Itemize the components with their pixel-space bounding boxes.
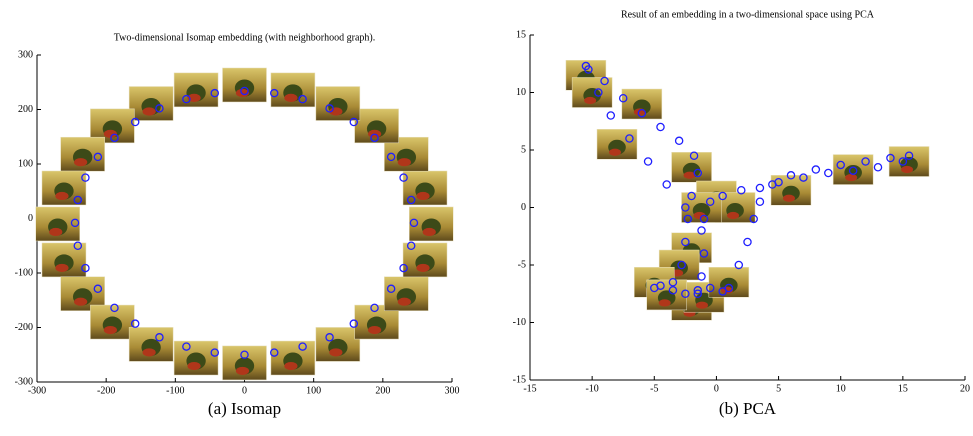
- point: [756, 198, 763, 205]
- thumbnail: [42, 171, 86, 205]
- teapot-highlight: [74, 298, 87, 306]
- thumbnail: [129, 327, 173, 361]
- thumbnail: [316, 327, 360, 361]
- thumbnail: [316, 87, 360, 121]
- thumbnail: [129, 87, 173, 121]
- y-tick-label: 100: [18, 158, 33, 169]
- x-tick-label: 15: [898, 383, 908, 394]
- teapot-highlight: [329, 348, 342, 356]
- thumbnail: [223, 68, 267, 102]
- teapot-highlight: [284, 362, 297, 370]
- teapot-highlight: [104, 326, 117, 334]
- x-tick-label: -5: [650, 383, 658, 394]
- teapot-highlight: [609, 149, 621, 156]
- point: [663, 181, 670, 188]
- teapot-highlight: [423, 228, 436, 236]
- thumbnail: [403, 171, 447, 205]
- y-tick-label: -15: [513, 374, 526, 385]
- point: [644, 158, 651, 165]
- x-tick-label: 5: [776, 383, 781, 394]
- teapot-highlight: [727, 212, 739, 219]
- thumbnail: [174, 341, 218, 375]
- thumbnail: [622, 89, 662, 119]
- thumbnail: [403, 243, 447, 277]
- teapot-highlight: [55, 192, 68, 200]
- teapot-highlight: [74, 158, 87, 166]
- x-tick-label: 100: [306, 385, 321, 396]
- chart-title: Result of an embedding in a two-dimensio…: [621, 9, 875, 20]
- point: [744, 238, 751, 245]
- teapot-highlight: [187, 362, 200, 370]
- thumbnail: [271, 73, 315, 107]
- teapot-highlight: [659, 299, 671, 306]
- point: [874, 164, 881, 171]
- thumbnail: [771, 175, 811, 205]
- y-tick-label: 15: [516, 29, 526, 40]
- y-tick-label: 200: [18, 104, 33, 115]
- point: [607, 112, 614, 119]
- teapot-highlight: [416, 264, 429, 272]
- thumbnail: [61, 137, 105, 171]
- teapot-highlight: [416, 192, 429, 200]
- y-tick-label: -200: [15, 322, 33, 333]
- y-tick-label: 5: [521, 144, 526, 155]
- y-tick-label: -100: [15, 267, 33, 278]
- thumbnail: [174, 73, 218, 107]
- thumbnail: [271, 341, 315, 375]
- thumbnail: [597, 129, 637, 159]
- x-tick-label: 200: [375, 385, 390, 396]
- teapot-highlight: [55, 264, 68, 272]
- thumbnail: [384, 277, 428, 311]
- teapot-highlight: [143, 107, 156, 115]
- caption: (a) Isomap: [208, 399, 281, 418]
- teapot-highlight: [368, 326, 381, 334]
- thumbnail: [672, 152, 712, 182]
- y-tick-label: 0: [28, 213, 33, 224]
- teapot-highlight: [236, 367, 249, 375]
- teapot-highlight: [901, 166, 913, 173]
- y-tick-label: -10: [513, 317, 526, 328]
- teapot-highlight: [783, 195, 795, 202]
- teapot-highlight: [584, 97, 596, 104]
- y-tick-label: 300: [18, 49, 33, 60]
- y-tick-label: -300: [15, 376, 33, 387]
- y-tick-label: -5: [518, 259, 526, 270]
- x-tick-label: -10: [585, 383, 598, 394]
- y-tick-label: 10: [516, 87, 526, 98]
- teapot-highlight: [398, 158, 411, 166]
- x-tick-label: 300: [445, 385, 460, 396]
- teapot-highlight: [398, 298, 411, 306]
- x-tick-label: 10: [836, 383, 846, 394]
- point: [676, 137, 683, 144]
- thumbnail: [42, 243, 86, 277]
- x-tick-label: 20: [960, 383, 970, 394]
- thumbnail: [36, 207, 80, 241]
- y-tick-label: 0: [521, 202, 526, 213]
- caption: (b) PCA: [719, 399, 777, 418]
- point: [657, 123, 664, 130]
- teapot-highlight: [143, 348, 156, 356]
- thumbnail: [833, 155, 873, 185]
- point: [756, 184, 763, 191]
- x-tick-label: -200: [97, 385, 115, 396]
- x-tick-label: 0: [714, 383, 719, 394]
- figure: Two-dimensional Isomap embedding (with n…: [0, 0, 973, 436]
- point: [812, 166, 819, 173]
- x-tick-label: 0: [242, 385, 247, 396]
- thumbnail: [355, 109, 399, 143]
- thumbnail: [572, 78, 612, 108]
- teapot-highlight: [284, 94, 297, 102]
- thumbnail: [889, 147, 929, 177]
- teapot-highlight: [845, 174, 857, 181]
- teapot-highlight: [49, 228, 62, 236]
- teapot-highlight: [696, 302, 708, 309]
- thumbnail: [709, 267, 749, 297]
- x-tick-label: -100: [166, 385, 184, 396]
- thumbnail: [409, 207, 453, 241]
- chart-title: Two-dimensional Isomap embedding (with n…: [114, 32, 375, 43]
- point: [825, 169, 832, 176]
